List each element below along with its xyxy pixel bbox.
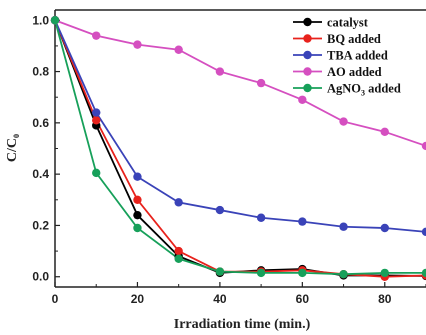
data-point — [133, 223, 142, 233]
data-point — [339, 117, 348, 126]
y-tick-label: 0.2 — [32, 218, 49, 232]
data-point — [380, 268, 389, 278]
y-tick-label: 0.0 — [32, 270, 49, 284]
legend-entry: TBA added — [327, 49, 388, 63]
series-line — [54, 20, 426, 276]
y-tick-label: 0.8 — [32, 65, 49, 79]
data-point — [92, 168, 101, 178]
x-tick-label: 20 — [131, 292, 145, 306]
data-point — [256, 78, 266, 88]
data-point — [133, 210, 142, 220]
data-point — [339, 269, 348, 279]
data-point — [298, 268, 307, 278]
data-point — [174, 254, 183, 263]
data-point — [421, 141, 426, 151]
data-point — [133, 195, 142, 204]
data-point — [92, 116, 101, 125]
data-point — [380, 127, 389, 137]
legend-entry: catalyst — [327, 16, 369, 30]
data-point — [92, 31, 101, 40]
x-tick-label: 80 — [378, 292, 392, 306]
y-tick-label: 0.4 — [32, 167, 49, 181]
data-point — [215, 267, 225, 276]
x-tick-label: 40 — [213, 292, 227, 306]
y-axis-title: C/C0 — [5, 134, 21, 162]
data-point — [256, 213, 266, 222]
data-point — [133, 40, 142, 49]
data-point — [421, 227, 426, 237]
data-point — [339, 222, 348, 231]
y-tick-label: 1.0 — [32, 13, 49, 27]
legend-swatch-marker — [303, 83, 312, 93]
data-point — [256, 268, 266, 278]
legend-entry: BQ added — [327, 32, 381, 46]
x-tick-label: 0 — [52, 292, 59, 306]
data-point — [174, 45, 183, 54]
y-axis-title-main: C/C — [5, 138, 20, 162]
legend: catalyst BQ added TBA added AO added AgNO3 a… — [293, 16, 401, 98]
data-point — [50, 16, 60, 25]
data-point — [380, 223, 389, 233]
series-line — [54, 19, 426, 233]
legend-swatch-marker — [303, 17, 312, 27]
legend-entry: AgNO3 added — [327, 82, 401, 98]
legend-entry: AO added — [327, 65, 382, 79]
x-axis-title: Irradiation time (min.) — [174, 317, 311, 332]
data-point — [174, 246, 183, 256]
y-axis-title-sub: 0 — [12, 134, 21, 138]
data-point — [215, 205, 225, 215]
series-line — [54, 19, 426, 147]
data-point — [215, 67, 225, 76]
data-point — [92, 108, 101, 117]
legend-swatch-marker — [303, 34, 312, 43]
legend-swatch-marker — [303, 50, 312, 60]
data-point — [133, 172, 142, 181]
x-tick-label: 60 — [296, 292, 310, 306]
data-point — [298, 95, 307, 104]
data-point — [421, 268, 426, 278]
data-point — [298, 217, 307, 226]
data-point — [174, 198, 183, 207]
y-tick-label: 0.6 — [32, 116, 49, 130]
plot-area: 0 20 40 60 80 0.0 0.2 0.4 0.6 0.8 1.0 — [32, 9, 426, 306]
legend-swatch-marker — [303, 67, 312, 76]
